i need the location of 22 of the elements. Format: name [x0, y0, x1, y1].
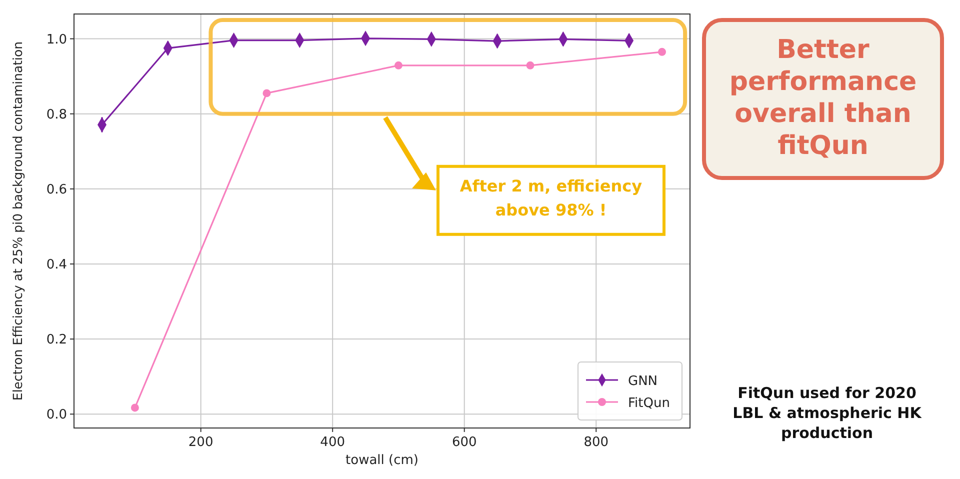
point	[526, 61, 534, 70]
point	[658, 48, 666, 56]
y-tick-label: 0.4	[46, 257, 67, 272]
x-axis-title: towall (cm)	[346, 453, 418, 468]
y-tick-label: 0.0	[46, 408, 67, 423]
x-tick-label: 800	[584, 435, 609, 450]
x-tick-label: 200	[188, 435, 214, 450]
legend-label: FitQun	[628, 396, 670, 411]
x-tick-label: 600	[452, 435, 477, 450]
y-axis-title: Electron Efficiency at 25% pi0 background contamination	[10, 41, 25, 401]
text: Better performance overall than fitQun	[729, 35, 917, 161]
text: FitQun used for 2020 LBL & atmospheric HK production	[732, 384, 923, 442]
point	[130, 404, 139, 412]
legend-label: GNN	[628, 374, 658, 389]
x-tick-label: 400	[320, 435, 345, 450]
y-tick-label: 0.8	[46, 107, 67, 122]
y-tick-label: 0.2	[46, 332, 67, 348]
annotation: After 2 m, efficiency above 98% !	[460, 176, 643, 220]
point	[394, 61, 402, 70]
point	[262, 89, 271, 98]
y-tick-label: 0.6	[46, 182, 67, 198]
y-tick-label: 1.0	[46, 32, 67, 48]
